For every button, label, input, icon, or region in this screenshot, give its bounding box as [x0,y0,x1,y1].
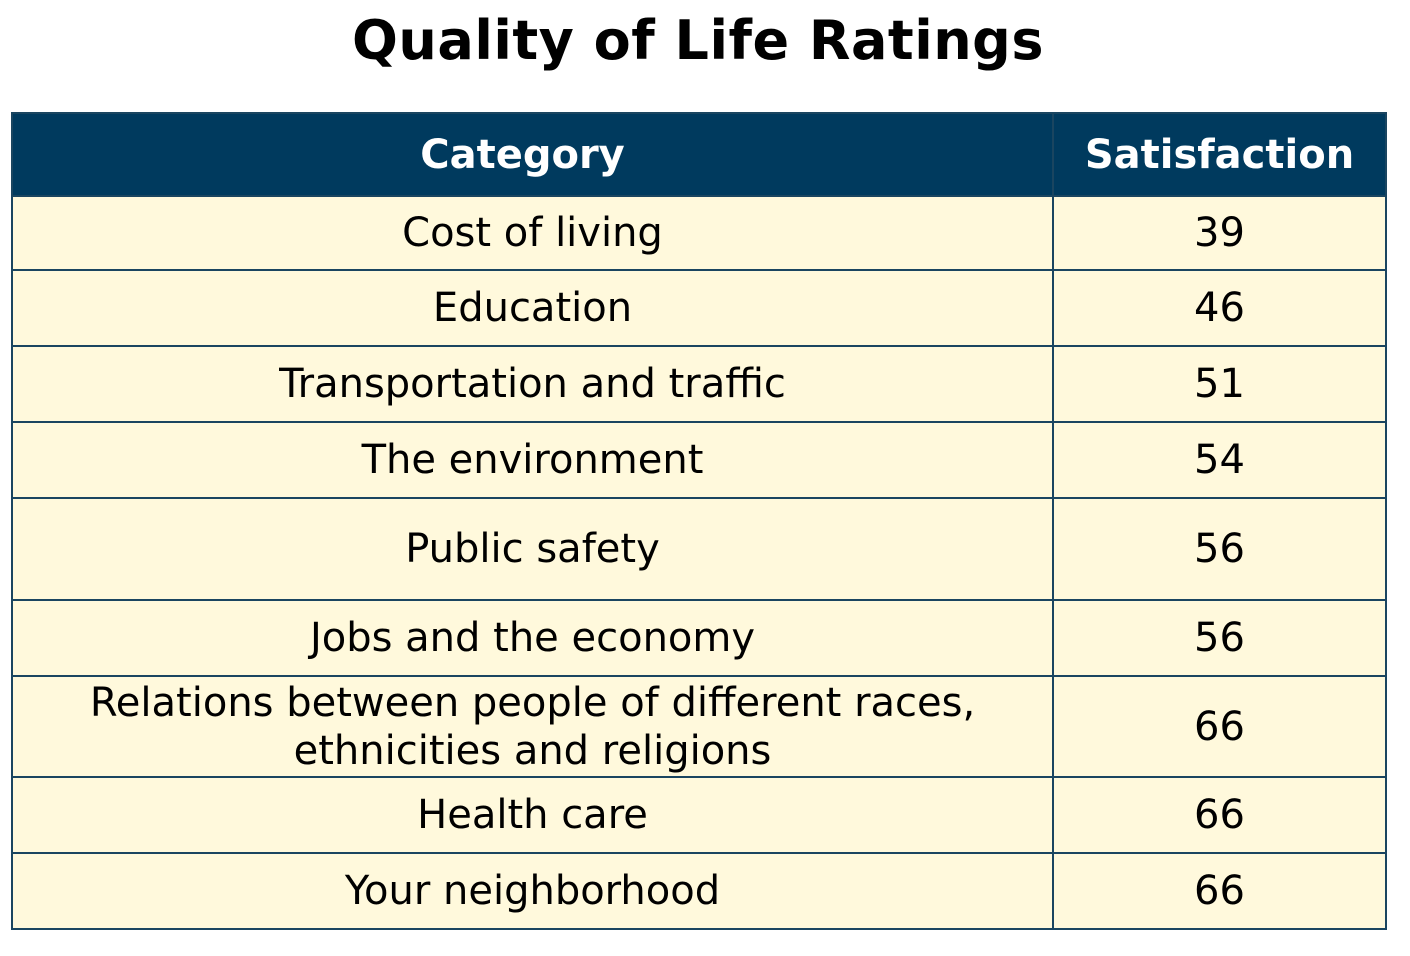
table-body: Cost of living 39 Education 46 Transportatio… [11,195,1387,930]
category-cell: Health care [11,776,1054,854]
satisfaction-cell: 51 [1052,345,1387,423]
satisfaction-cell: 39 [1052,195,1387,271]
table-row: Health care 66 [11,776,1387,854]
table-row: Jobs and the economy 56 [11,599,1387,677]
satisfaction-cell: 56 [1052,599,1387,677]
category-cell: Education [11,269,1054,347]
table-row: The environment 54 [11,421,1387,499]
category-cell: Transportation and traffic [11,345,1054,423]
table-row: Public safety 56 [11,497,1387,601]
header-row: Category Satisfaction [11,112,1387,197]
satisfaction-cell: 56 [1052,497,1387,601]
satisfaction-cell: 54 [1052,421,1387,499]
column-header-category: Category [11,112,1054,197]
category-cell: Your neighborhood [11,852,1054,930]
satisfaction-cell: 66 [1052,675,1387,778]
satisfaction-cell: 66 [1052,776,1387,854]
ratings-table: Category Satisfaction Cost of living 39 Ed… [11,112,1387,930]
category-cell: Jobs and the economy [11,599,1054,677]
table-row: Education 46 [11,269,1387,347]
category-cell: Relations between people of different ra… [11,675,1054,778]
table-row: Transportation and traffic 51 [11,345,1387,423]
table-row: Your neighborhood 66 [11,852,1387,930]
category-cell: Cost of living [11,195,1054,271]
table-row: Cost of living 39 [11,195,1387,271]
column-header-satisfaction: Satisfaction [1052,112,1387,197]
satisfaction-cell: 46 [1052,269,1387,347]
satisfaction-cell: 66 [1052,852,1387,930]
category-cell: The environment [11,421,1054,499]
table-row: Relations between people of different ra… [11,675,1387,778]
category-cell: Public safety [11,497,1054,601]
chart-title: Quality of Life Ratings [352,9,1044,72]
